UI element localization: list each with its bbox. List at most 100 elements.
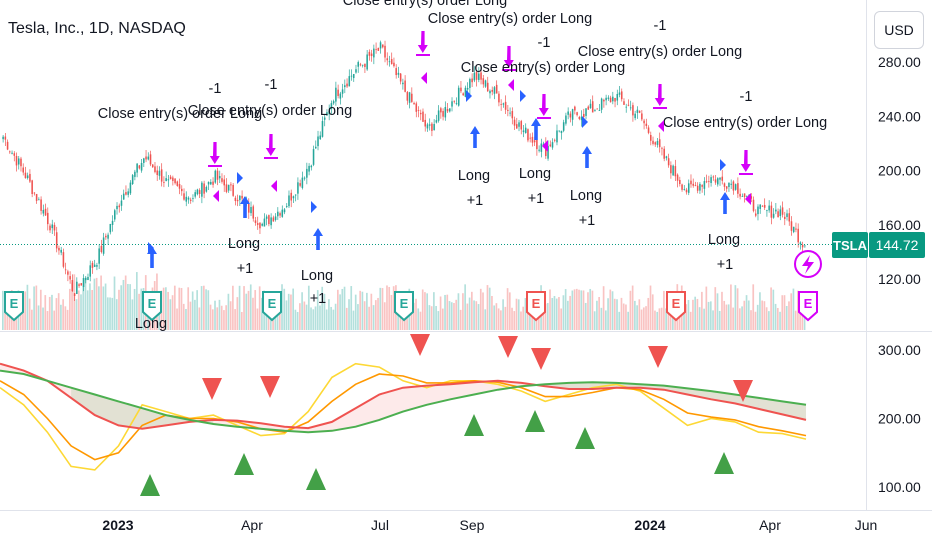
volume-bar bbox=[109, 297, 111, 330]
candle-body bbox=[683, 188, 686, 190]
candle-body bbox=[627, 104, 630, 106]
currency-button[interactable]: USD bbox=[874, 11, 924, 49]
volume-bar bbox=[596, 300, 598, 330]
candle-body bbox=[292, 196, 295, 199]
volume-bar bbox=[352, 310, 355, 330]
long-label: Long bbox=[228, 236, 260, 252]
candles-group bbox=[2, 40, 806, 302]
candle-body bbox=[341, 89, 344, 94]
volume-bar bbox=[761, 300, 764, 330]
volume-bar bbox=[176, 308, 178, 330]
volume-bar bbox=[388, 286, 391, 330]
volume-bar bbox=[500, 310, 502, 330]
candle-body bbox=[348, 76, 351, 87]
volume-bar bbox=[310, 307, 312, 330]
candle-body bbox=[281, 209, 284, 217]
volume-bar bbox=[419, 311, 422, 330]
earnings-badge[interactable]: E bbox=[4, 291, 24, 322]
volume-bar bbox=[654, 310, 656, 330]
candle-body bbox=[290, 192, 292, 201]
volume-bar bbox=[640, 309, 643, 330]
candle-body bbox=[732, 181, 735, 191]
price-tick-label: 280.00 bbox=[878, 54, 921, 70]
candle-body bbox=[560, 130, 563, 134]
volume-bar bbox=[379, 287, 382, 330]
candle-body bbox=[598, 110, 601, 111]
volume-bar bbox=[428, 305, 431, 330]
candle-body bbox=[194, 192, 196, 197]
earnings-badge[interactable]: E bbox=[262, 291, 282, 322]
volume-bar bbox=[631, 285, 634, 330]
volume-bar bbox=[82, 286, 85, 330]
candle-body bbox=[797, 228, 799, 243]
candle-body bbox=[216, 170, 219, 180]
ma-cloud-fill-green bbox=[165, 415, 190, 426]
volume-bar bbox=[236, 297, 239, 330]
volume-bar bbox=[709, 301, 712, 330]
candle-body bbox=[382, 44, 384, 48]
earnings-badge[interactable]: E bbox=[526, 291, 546, 322]
candle-body bbox=[694, 185, 697, 186]
symbol-title[interactable]: Tesla, Inc., 1D, NASDAQ bbox=[8, 20, 186, 37]
candle-body bbox=[294, 194, 297, 196]
candle-body bbox=[368, 51, 371, 56]
earnings-badge[interactable]: E bbox=[394, 291, 414, 322]
earnings-badge[interactable]: E bbox=[142, 291, 162, 322]
earnings-badge[interactable]: E bbox=[798, 291, 818, 322]
candle-body bbox=[779, 209, 782, 217]
candle-body bbox=[513, 119, 516, 126]
candle-body bbox=[26, 175, 29, 179]
ma-cloud-fill-green bbox=[71, 387, 95, 416]
volume-bar bbox=[307, 285, 310, 330]
volume-bar bbox=[339, 294, 341, 330]
volume-bar bbox=[475, 301, 478, 330]
candle-body bbox=[201, 182, 203, 197]
volume-bar bbox=[765, 307, 768, 330]
candle-body bbox=[567, 111, 569, 115]
candle-body bbox=[710, 177, 712, 183]
close-arrow bbox=[740, 150, 751, 172]
candle-body bbox=[205, 186, 208, 192]
volume-bar bbox=[508, 292, 511, 330]
time-tick-label: 2023 bbox=[102, 517, 133, 533]
volume-bar bbox=[80, 294, 82, 330]
candle-body bbox=[571, 109, 574, 120]
candle-body bbox=[270, 217, 272, 226]
volume-bar bbox=[209, 304, 212, 330]
sell-signal-triangle bbox=[202, 378, 222, 400]
candle-body bbox=[308, 165, 310, 172]
candle-body bbox=[274, 216, 277, 221]
candle-body bbox=[750, 196, 753, 199]
candle-body bbox=[120, 200, 123, 206]
candle-body bbox=[350, 75, 353, 77]
volume-bar bbox=[187, 287, 190, 330]
volume-bar bbox=[723, 300, 726, 330]
sell-signal-triangle bbox=[260, 376, 280, 398]
volume-bar bbox=[533, 310, 536, 330]
earnings-badge[interactable]: E bbox=[666, 291, 686, 322]
volume-bar bbox=[392, 286, 395, 330]
candle-body bbox=[531, 136, 534, 143]
candle-body bbox=[176, 181, 179, 186]
ma-cloud-fill-green bbox=[734, 394, 759, 409]
candle-body bbox=[91, 262, 94, 268]
candle-body bbox=[96, 265, 98, 267]
candle-body bbox=[143, 158, 145, 163]
candle-body bbox=[784, 216, 786, 219]
candle-body bbox=[227, 184, 230, 191]
volume-bar bbox=[747, 300, 750, 330]
volume-bar bbox=[89, 283, 91, 330]
volume-bar bbox=[314, 306, 317, 330]
earnings-badge-label: E bbox=[268, 296, 277, 311]
volume-bar bbox=[220, 305, 223, 330]
candle-body bbox=[685, 189, 688, 193]
volume-bar bbox=[350, 286, 353, 330]
volume-bar bbox=[354, 294, 357, 330]
candle-body bbox=[326, 112, 328, 116]
lightning-icon[interactable] bbox=[794, 250, 822, 278]
volume-bar bbox=[218, 299, 221, 330]
candle-body bbox=[674, 166, 677, 177]
long-label: Long bbox=[570, 188, 602, 204]
candle-body bbox=[672, 165, 674, 176]
